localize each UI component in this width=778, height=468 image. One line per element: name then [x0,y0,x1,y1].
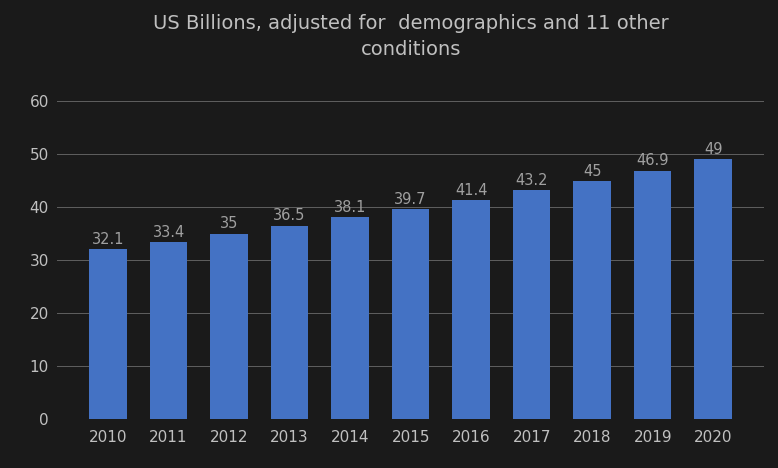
Bar [271,226,308,419]
Text: 38.1: 38.1 [334,200,366,215]
Bar [89,249,127,419]
Bar [452,200,490,419]
Text: 45: 45 [583,163,601,178]
Text: 33.4: 33.4 [152,225,184,240]
Bar [392,209,429,419]
Text: 49: 49 [704,142,723,157]
Bar [210,234,248,419]
Text: 43.2: 43.2 [515,173,548,188]
Text: 39.7: 39.7 [394,191,427,206]
Bar [150,242,187,419]
Text: 36.5: 36.5 [273,208,306,223]
Text: 41.4: 41.4 [455,183,487,197]
Text: 35: 35 [220,216,238,231]
Text: 32.1: 32.1 [92,232,124,247]
Bar [695,160,732,419]
Text: 46.9: 46.9 [636,154,669,168]
Bar [573,181,611,419]
Title: US Billions, adjusted for  demographics and 11 other
conditions: US Billions, adjusted for demographics a… [152,14,668,59]
Bar [331,217,369,419]
Bar [513,190,550,419]
Bar [634,170,671,419]
